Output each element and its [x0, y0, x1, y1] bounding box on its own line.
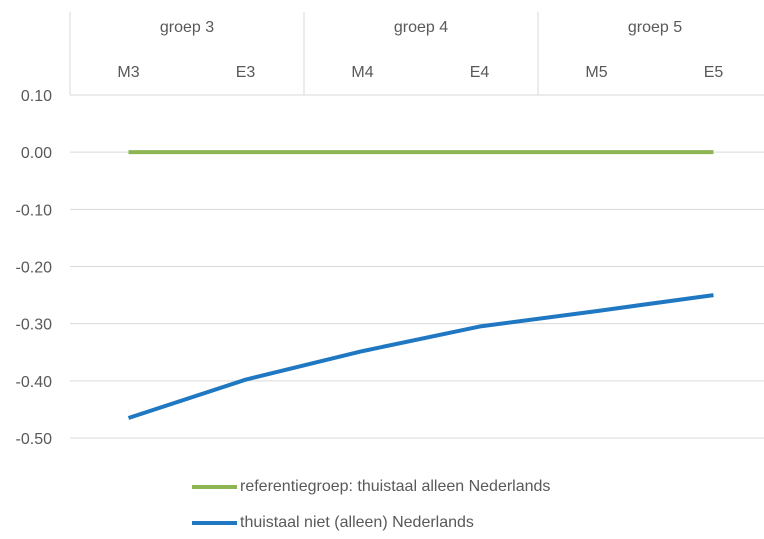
legend-item-non-dutch: thuistaal niet (alleen) Nederlands	[192, 514, 474, 532]
y-tick-label: -0.10	[16, 202, 53, 219]
group-label: groep 5	[628, 19, 682, 36]
legend-label-non-dutch: thuistaal niet (alleen) Nederlands	[240, 514, 474, 531]
series-line	[127, 293, 714, 420]
category-label: E3	[236, 64, 256, 81]
category-label: M5	[585, 64, 607, 81]
group-label: groep 3	[160, 19, 214, 36]
category-header: groep 3 groep 4 groep 5 M3 E3 M4 E4 M5 E5	[69, 12, 724, 95]
category-label: M3	[117, 64, 139, 81]
y-tick-label: 0.00	[21, 145, 52, 162]
legend-swatch-reference	[192, 485, 237, 489]
y-tick-label: 0.10	[21, 88, 52, 105]
y-tick-label: -0.30	[16, 317, 53, 334]
series-lines	[127, 150, 714, 420]
legend-item-reference: referentiegroep: thuistaal alleen Nederl…	[192, 478, 550, 496]
y-tick-label: -0.20	[16, 260, 53, 277]
category-label: E4	[470, 64, 490, 81]
y-tick-label: -0.50	[16, 431, 53, 448]
category-label: E5	[704, 64, 724, 81]
gridlines	[70, 94, 764, 439]
category-label: M4	[351, 64, 373, 81]
legend-swatch-non-dutch	[192, 521, 237, 525]
legend-label-reference: referentiegroep: thuistaal alleen Nederl…	[240, 478, 551, 495]
group-label: groep 4	[394, 19, 448, 36]
y-tick-label: -0.40	[16, 374, 53, 391]
y-axis-ticks: 0.10 0.00 -0.10 -0.20 -0.30 -0.40 -0.50	[16, 88, 53, 448]
